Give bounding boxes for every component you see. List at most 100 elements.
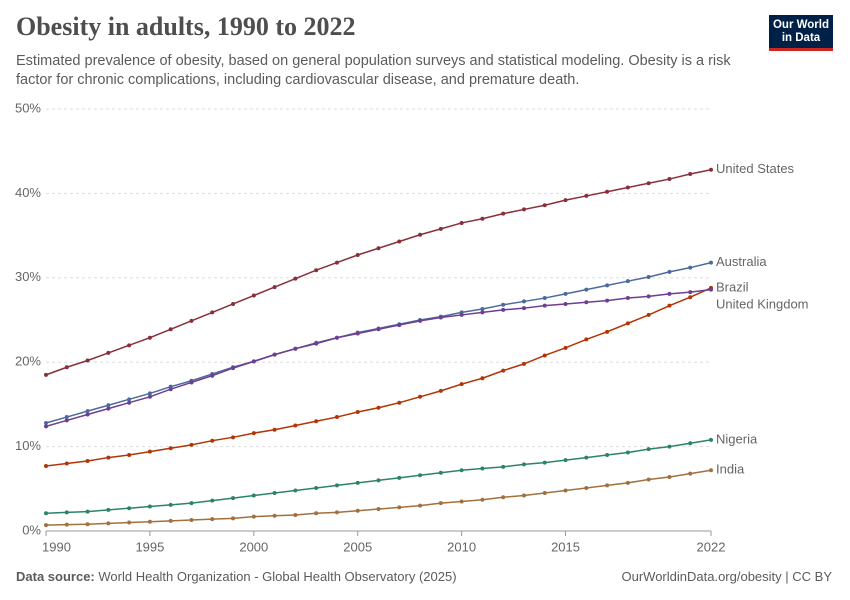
point (231, 435, 236, 440)
point (293, 276, 298, 281)
source: Data source: World Health Organization -… (16, 569, 457, 584)
line (45, 261, 712, 424)
point (314, 485, 319, 490)
point (85, 458, 90, 463)
point (168, 446, 173, 451)
point (563, 291, 568, 296)
point (168, 502, 173, 507)
point (210, 373, 215, 378)
point (397, 400, 402, 405)
point (44, 424, 48, 429)
point (563, 458, 568, 463)
point (334, 483, 339, 488)
point (418, 318, 423, 323)
point (272, 491, 277, 496)
point (231, 516, 236, 521)
point (44, 523, 48, 528)
point (127, 343, 132, 348)
credit[interactable]: OurWorldinData.org/obesity | CC BY (621, 569, 833, 584)
point (646, 181, 651, 186)
point (168, 518, 173, 523)
point (64, 522, 69, 527)
point (584, 287, 589, 292)
logo-line: Our World (772, 19, 829, 31)
point (251, 359, 256, 364)
point (709, 167, 713, 172)
point (189, 442, 194, 447)
line (45, 439, 712, 515)
point (168, 387, 173, 392)
point (127, 397, 132, 402)
point (521, 299, 526, 304)
line (45, 287, 712, 467)
point (272, 427, 277, 432)
series-label: India (716, 462, 745, 477)
point (709, 468, 713, 473)
point (314, 511, 319, 516)
series-label: United States (716, 161, 795, 176)
point (480, 310, 485, 315)
point (480, 497, 485, 502)
point (584, 485, 589, 490)
source-text[interactable]: World Health Organization - Global Healt… (98, 569, 457, 584)
point (293, 346, 298, 351)
point (376, 478, 381, 483)
point (272, 352, 277, 357)
point (480, 466, 485, 471)
point (688, 471, 693, 476)
point (542, 303, 547, 308)
point (106, 403, 111, 408)
point (459, 220, 464, 225)
point (106, 521, 111, 526)
point (646, 294, 651, 299)
point (480, 376, 485, 381)
point (542, 296, 547, 301)
point (501, 307, 506, 312)
y-tick-label: 10% (15, 438, 41, 453)
point (688, 290, 693, 295)
point (605, 283, 610, 288)
point (355, 480, 360, 485)
point (501, 464, 506, 469)
point (293, 488, 298, 493)
point (521, 361, 526, 366)
point (563, 198, 568, 203)
point (210, 498, 215, 503)
x-tick-label: 2015 (551, 539, 580, 554)
point (459, 382, 464, 387)
point (210, 310, 215, 315)
point (584, 300, 589, 305)
point (563, 345, 568, 350)
point (521, 207, 526, 212)
point (459, 468, 464, 473)
point (397, 323, 402, 328)
y-tick-label: 30% (15, 269, 41, 284)
point (85, 509, 90, 514)
logo[interactable]: Our World in Data (769, 15, 833, 51)
point (355, 409, 360, 414)
point (376, 405, 381, 410)
point (64, 510, 69, 515)
point (334, 260, 339, 265)
point (646, 447, 651, 452)
point (272, 285, 277, 290)
point (189, 380, 194, 385)
point (127, 506, 132, 511)
point (189, 318, 194, 323)
point (646, 312, 651, 317)
point (355, 508, 360, 513)
point (480, 216, 485, 221)
point (334, 335, 339, 340)
point (688, 295, 693, 300)
point (584, 193, 589, 198)
point (667, 444, 672, 449)
point (605, 298, 610, 303)
point (521, 306, 526, 311)
line (45, 169, 712, 376)
chart-title: Obesity in adults, 1990 to 2022 (16, 12, 356, 41)
point (709, 287, 713, 292)
point (438, 388, 443, 393)
point (605, 189, 610, 194)
point (605, 483, 610, 488)
point (397, 505, 402, 510)
